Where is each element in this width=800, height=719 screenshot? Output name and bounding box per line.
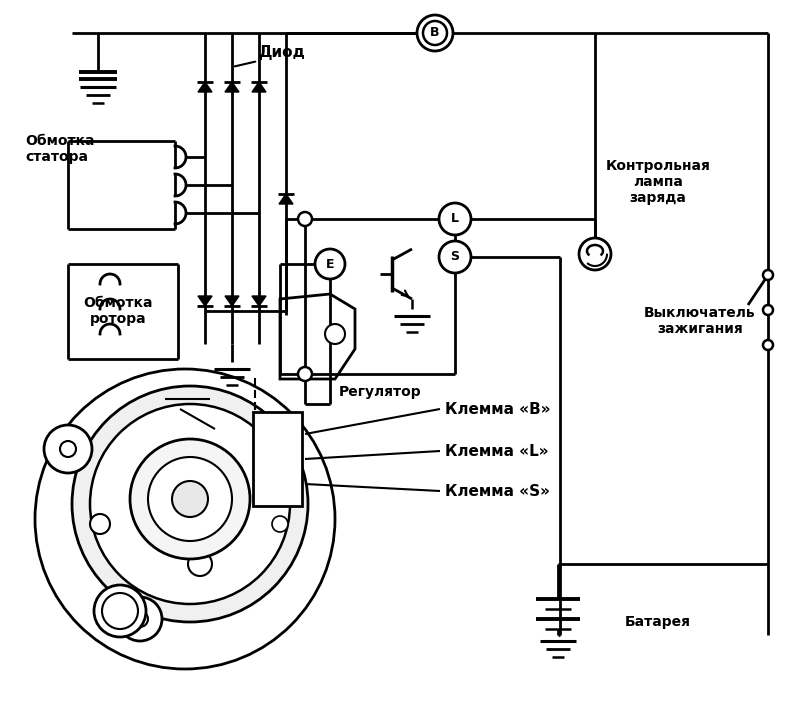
Polygon shape xyxy=(198,296,212,306)
Text: Батарея: Батарея xyxy=(625,615,691,629)
Text: Обмотка
ротора: Обмотка ротора xyxy=(83,296,153,326)
Circle shape xyxy=(132,611,148,627)
Polygon shape xyxy=(225,296,239,306)
Text: E: E xyxy=(326,257,334,270)
Text: Клемма «B»: Клемма «B» xyxy=(445,401,550,416)
Circle shape xyxy=(172,481,208,517)
Text: Регулятор: Регулятор xyxy=(338,385,422,399)
Circle shape xyxy=(325,324,345,344)
Circle shape xyxy=(423,21,447,45)
Text: Выключатель
зажигания: Выключатель зажигания xyxy=(644,306,756,336)
Circle shape xyxy=(72,386,308,622)
Circle shape xyxy=(439,203,471,235)
Circle shape xyxy=(315,249,345,279)
Circle shape xyxy=(148,457,232,541)
Circle shape xyxy=(60,441,76,457)
Text: L: L xyxy=(451,213,459,226)
Circle shape xyxy=(272,516,288,532)
Text: Диод: Диод xyxy=(258,45,305,60)
Circle shape xyxy=(439,241,471,273)
Circle shape xyxy=(90,514,110,534)
Circle shape xyxy=(763,340,773,350)
Text: Клемма «L»: Клемма «L» xyxy=(445,444,549,459)
Circle shape xyxy=(579,238,611,270)
Text: Обмотка
статора: Обмотка статора xyxy=(25,134,94,164)
Polygon shape xyxy=(279,194,293,204)
Polygon shape xyxy=(252,82,266,92)
Circle shape xyxy=(298,367,312,381)
Circle shape xyxy=(35,369,335,669)
Circle shape xyxy=(188,552,212,576)
Circle shape xyxy=(763,270,773,280)
Circle shape xyxy=(298,212,312,226)
Circle shape xyxy=(94,585,146,637)
Circle shape xyxy=(102,593,138,629)
Text: Клемма «S»: Клемма «S» xyxy=(445,483,550,498)
Text: Контрольная
лампа
заряда: Контрольная лампа заряда xyxy=(606,159,710,205)
Polygon shape xyxy=(225,82,239,92)
Polygon shape xyxy=(198,82,212,92)
Circle shape xyxy=(763,305,773,315)
Circle shape xyxy=(130,439,250,559)
Circle shape xyxy=(90,404,290,604)
Circle shape xyxy=(417,15,453,51)
FancyBboxPatch shape xyxy=(253,412,302,506)
Circle shape xyxy=(118,597,162,641)
Circle shape xyxy=(44,425,92,473)
Text: S: S xyxy=(450,250,459,263)
Polygon shape xyxy=(252,296,266,306)
Polygon shape xyxy=(280,294,355,379)
Text: B: B xyxy=(430,27,440,40)
